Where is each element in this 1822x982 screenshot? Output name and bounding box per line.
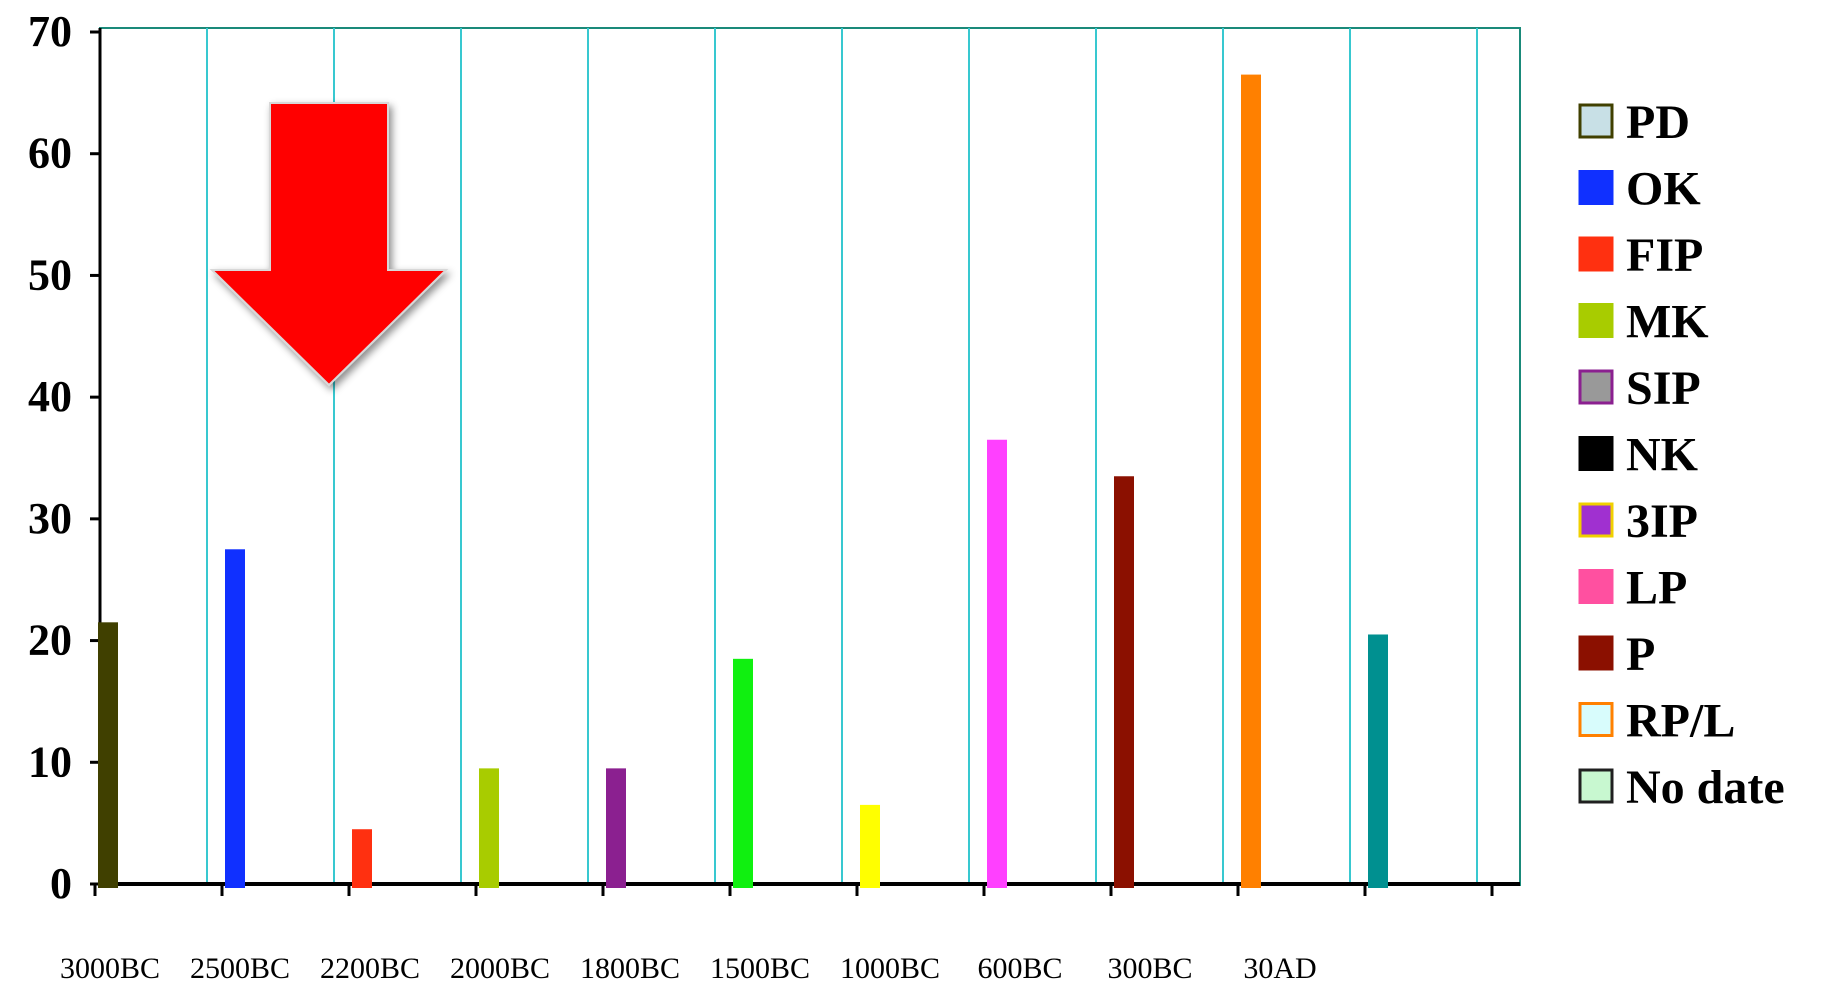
legend-item: P — [1578, 628, 1655, 681]
legend-item: No date — [1578, 761, 1785, 814]
y-tick-label: 10 — [28, 737, 72, 786]
legend-item: RP/L — [1578, 695, 1735, 748]
x-tick-label: 2200BC — [320, 952, 420, 982]
y-tick-label: 40 — [28, 372, 72, 421]
x-tick-label: 30AD — [1243, 952, 1316, 982]
bar — [733, 658, 753, 888]
bars — [98, 74, 1388, 889]
x-tick-label: 1800BC — [580, 952, 680, 982]
legend-swatch — [1578, 303, 1614, 338]
bar — [98, 622, 118, 888]
legend-label: OK — [1626, 163, 1701, 216]
x-tick-label: 2000BC — [450, 952, 550, 982]
bar — [606, 768, 626, 888]
x-tick-label: 1500BC — [710, 952, 810, 982]
x-tick-label: 1000BC — [840, 952, 940, 982]
legend-label: No date — [1626, 761, 1785, 814]
x-tick-label: 300BC — [1107, 952, 1192, 982]
legend-swatch — [1578, 569, 1614, 604]
bar — [1114, 476, 1134, 888]
y-tick-label: 70 — [28, 7, 72, 56]
y-tick-label: 0 — [50, 859, 72, 908]
y-tick-label: 50 — [28, 250, 72, 299]
bar — [352, 829, 372, 888]
bar — [1241, 74, 1261, 889]
legend-swatch — [1578, 170, 1614, 205]
red-down-arrow — [209, 102, 449, 387]
x-tick-label: 3000BC — [60, 952, 160, 982]
legend-label: NK — [1626, 429, 1698, 482]
y-axis: 0 10 20 30 40 50 60 70 — [28, 7, 102, 908]
legend-swatch — [1578, 103, 1614, 139]
legend-item: NK — [1578, 429, 1698, 482]
legend-label: SIP — [1626, 362, 1701, 415]
legend-label: 3IP — [1626, 495, 1698, 548]
legend-swatch — [1578, 369, 1614, 405]
legend-item: OK — [1578, 163, 1701, 216]
legend-swatch — [1578, 702, 1614, 737]
bar — [860, 804, 880, 888]
legend-item: FIP — [1578, 229, 1703, 282]
legend-swatch — [1578, 436, 1614, 471]
bar — [225, 549, 245, 888]
legend-item: LP — [1578, 562, 1687, 615]
legend-swatch — [1578, 635, 1614, 671]
bar — [1368, 634, 1388, 888]
legend-label: MK — [1626, 296, 1709, 349]
legend-label: P — [1626, 628, 1655, 681]
legend-label: FIP — [1626, 229, 1703, 282]
legend-label: LP — [1626, 562, 1687, 615]
y-tick-label: 60 — [28, 129, 72, 178]
x-tick-label: 600BC — [977, 952, 1062, 982]
legend-swatch — [1578, 502, 1614, 538]
bar — [987, 439, 1007, 888]
bar — [479, 768, 499, 888]
legend-item: 3IP — [1578, 495, 1698, 548]
legend: PD OK FIP MK SIP NK 3IP LP P RP/L No date — [1578, 96, 1785, 814]
legend-swatch — [1578, 768, 1614, 804]
y-tick-label: 20 — [28, 616, 72, 665]
legend-item: SIP — [1578, 362, 1701, 415]
y-tick-label: 30 — [28, 494, 72, 543]
legend-label: RP/L — [1626, 695, 1735, 748]
x-tick-label: 2500BC — [190, 952, 290, 982]
legend-item: PD — [1578, 96, 1690, 149]
legend-label: PD — [1626, 96, 1690, 149]
x-axis: 3000BC 2500BC 2200BC 2000BC 1800BC 1500BC 1000… — [60, 882, 1520, 982]
legend-swatch — [1578, 236, 1614, 272]
legend-item: MK — [1578, 296, 1709, 349]
